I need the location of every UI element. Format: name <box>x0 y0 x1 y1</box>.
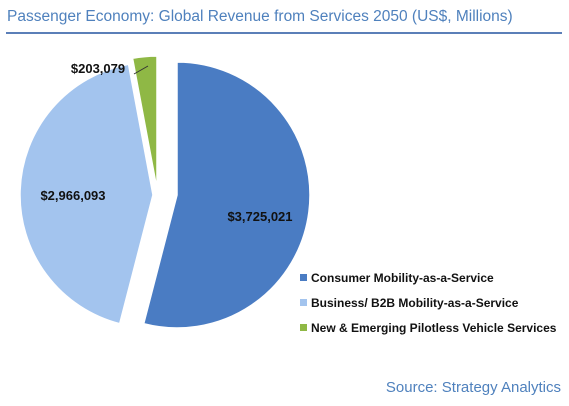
legend-swatch-pilotless <box>300 324 307 331</box>
data-label-consumer: $3,725,021 <box>227 209 292 224</box>
legend-item-business: Business/ B2B Mobility-as-a-Service <box>300 290 556 315</box>
legend-item-consumer: Consumer Mobility-as-a-Service <box>300 265 556 290</box>
legend: Consumer Mobility-as-a-Service Business/… <box>300 265 556 340</box>
source-note: Source: Strategy Analytics <box>385 379 561 396</box>
legend-swatch-consumer <box>300 274 307 281</box>
legend-label-consumer: Consumer Mobility-as-a-Service <box>311 270 494 285</box>
leader-line-pilotless <box>133 65 149 75</box>
pie-slice-consumer <box>142 61 311 329</box>
legend-label-pilotless: New & Emerging Pilotless Vehicle Service… <box>311 320 557 335</box>
title-underline <box>6 32 562 34</box>
pie-slice-pilotless <box>131 55 158 190</box>
legend-swatch-business <box>300 299 307 306</box>
data-label-business: $2,966,093 <box>40 188 105 203</box>
data-label-pilotless: $203,079 <box>71 61 125 76</box>
chart-title: Passenger Economy: Global Revenue from S… <box>7 8 513 25</box>
legend-item-pilotless: New & Emerging Pilotless Vehicle Service… <box>300 315 556 340</box>
legend-label-business: Business/ B2B Mobility-as-a-Service <box>311 295 519 310</box>
pie-slice-business <box>19 63 154 325</box>
